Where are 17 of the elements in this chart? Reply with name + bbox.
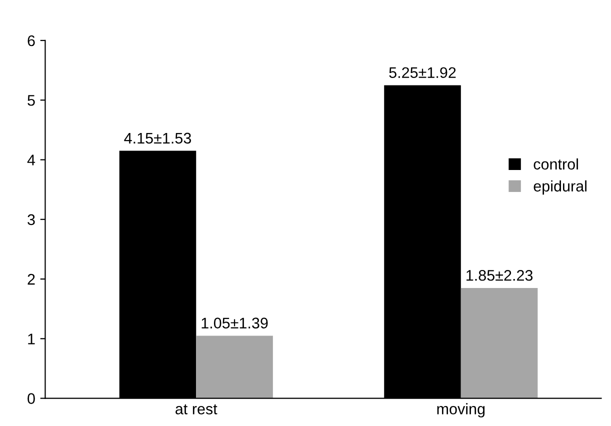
legend-label: control	[534, 158, 578, 170]
data-label: 4.15±1.53	[124, 132, 191, 144]
data-label: 1.85±2.23	[466, 270, 533, 281]
x-tick-label: moving	[437, 403, 485, 418]
y-tick-label: 2	[28, 274, 35, 285]
y-tick-label: 1	[28, 334, 35, 344]
x-tick-label: at rest	[176, 404, 218, 414]
data-label: 1.05±1.39	[202, 318, 268, 328]
y-tick-label: 3	[28, 214, 35, 226]
bar	[196, 336, 273, 398]
y-tick-label: 0	[28, 393, 35, 404]
bar	[460, 288, 538, 398]
legend-label: epidural	[534, 180, 586, 195]
y-tick-label: 5	[28, 95, 35, 106]
y-tick-label: 4	[27, 154, 36, 166]
y-tick-label: 6	[28, 35, 35, 46]
data-label: 5.25±1.92	[389, 67, 456, 78]
